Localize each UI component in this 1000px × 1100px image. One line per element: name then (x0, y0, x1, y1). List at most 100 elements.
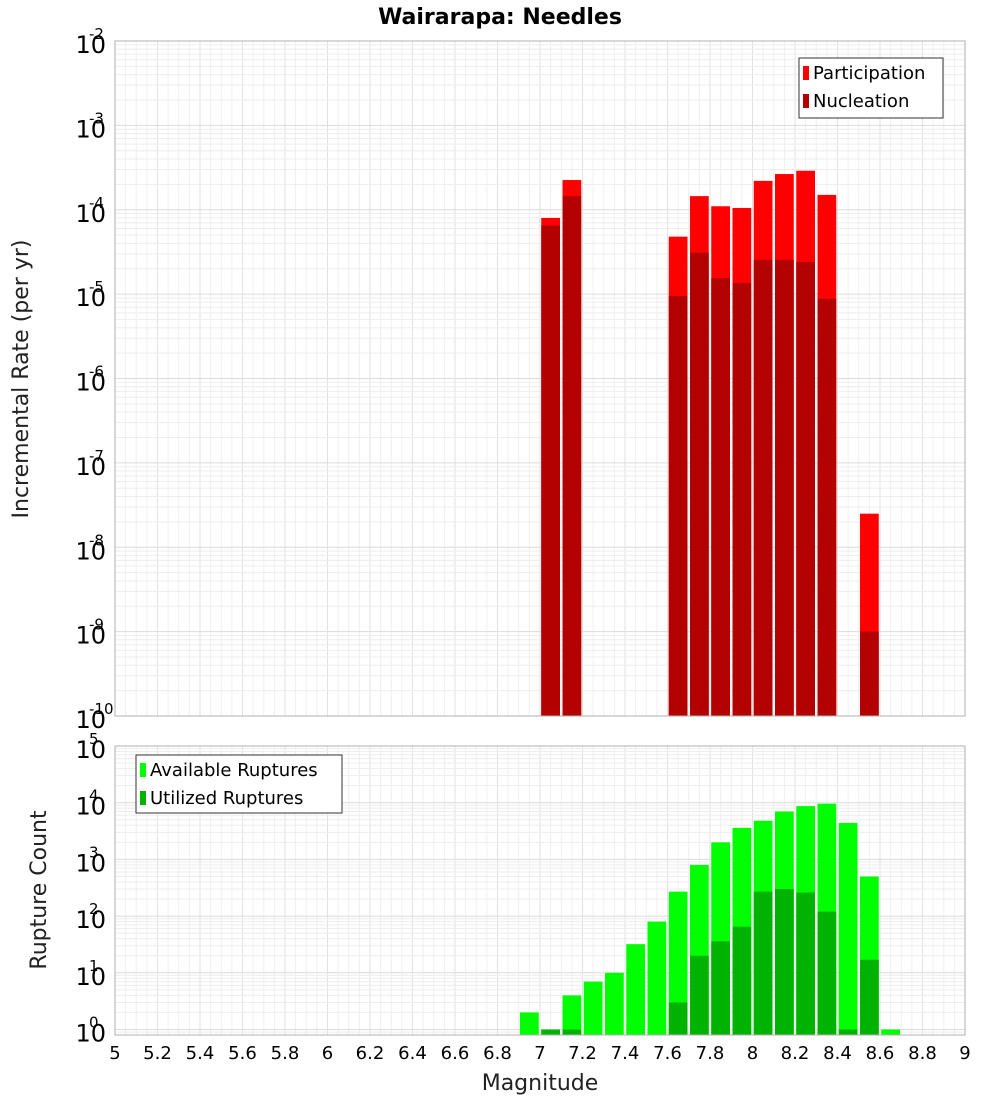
bottom-bar-utilized-ruptures (753, 891, 773, 1035)
x-tick-label: 6.4 (398, 1043, 427, 1064)
bottom-bar-utilized-ruptures (838, 1029, 858, 1035)
bottom-bar-available-ruptures (838, 822, 858, 1035)
bottom-bar-utilized-ruptures (668, 1002, 688, 1035)
top-bar-nucleation (775, 259, 794, 716)
x-tick-label: 5.2 (143, 1043, 172, 1064)
top-bar-nucleation (817, 298, 837, 716)
y-tick-label: 10 (75, 849, 106, 877)
x-tick-label: 8 (747, 1043, 758, 1064)
bottom-bar-utilized-ruptures (541, 1029, 560, 1035)
y-tick-label: 10 (75, 200, 106, 228)
top-bar-nucleation (732, 283, 752, 716)
bottom-bar-utilized-ruptures (796, 892, 815, 1035)
legend-utilized-label: Utilized Ruptures (150, 788, 303, 809)
y-tick-exponent: -10 (89, 700, 114, 718)
legend-nucleation-swatch (803, 94, 809, 108)
y-tick-label: 10 (75, 284, 106, 312)
y-tick-exponent: 2 (89, 900, 99, 918)
bottom-bar-available-ruptures (583, 981, 603, 1035)
legend-utilized-swatch (140, 791, 146, 805)
chart-title: Wairarapa: Needles (378, 5, 622, 30)
top-bar-nucleation (711, 278, 730, 716)
x-tick-label: 5.8 (271, 1043, 300, 1064)
top-bar-nucleation (668, 296, 688, 716)
bottom-legend-box (135, 754, 343, 814)
y-tick-exponent: -8 (89, 531, 104, 549)
bottom-bar-available-ruptures (668, 891, 688, 1035)
y-tick-exponent: 1 (89, 957, 99, 975)
bottom-bar-utilized-ruptures (562, 1029, 582, 1035)
y-tick-exponent: -6 (89, 363, 104, 381)
bottom-bar-utilized-ruptures (775, 889, 794, 1035)
bottom-bar-utilized-ruptures (860, 959, 879, 1035)
x-tick-label: 5.6 (228, 1043, 257, 1064)
x-tick-label: 8.4 (823, 1043, 852, 1064)
y-tick-label: 10 (75, 1020, 106, 1048)
y-tick-exponent: 3 (89, 843, 99, 861)
bottom-bar-available-ruptures (647, 921, 667, 1035)
top-legend: Participation Nucleation (798, 57, 944, 119)
legend-nucleation-label: Nucleation (813, 91, 909, 112)
x-tick-label: 5.4 (186, 1043, 215, 1064)
y-tick-label: 10 (75, 369, 106, 397)
x-tick-label: 6 (322, 1043, 333, 1064)
top-legend-box (798, 57, 944, 119)
top-bars (541, 170, 879, 716)
x-tick-label: 8.8 (908, 1043, 937, 1064)
bottom-bar-available-ruptures (605, 972, 624, 1035)
x-tick-label: 8.6 (866, 1043, 895, 1064)
y-tick-label: 10 (75, 622, 106, 650)
y-tick-exponent: 0 (89, 1014, 99, 1032)
bottom-bar-available-ruptures (562, 995, 582, 1035)
y-tick-exponent: -2 (89, 25, 104, 43)
x-axis-label: Magnitude (482, 1071, 599, 1096)
x-tick-label: 6.8 (483, 1043, 512, 1064)
y-tick-label: 10 (75, 963, 106, 991)
x-tick-labels: 5 5.2 5.4 5.6 5.8 6 6.2 6.4 6.6 6.8 7 7.2 7.4 7.6 7.8 8… (109, 1043, 970, 1064)
top-gridlines (114, 40, 966, 717)
y-tick-label: 10 (75, 706, 106, 734)
y-tick-label: 10 (75, 31, 106, 59)
x-tick-label: 7 (534, 1043, 545, 1064)
y-tick-exponent: -4 (89, 194, 104, 212)
bottom-bar-utilized-ruptures (711, 941, 730, 1035)
x-tick-label: 8.2 (781, 1043, 810, 1064)
bottom-y-axis-label: Rupture Count (27, 810, 52, 970)
bottom-bars (520, 803, 900, 1035)
x-tick-label: 7.4 (611, 1043, 640, 1064)
bottom-bar-utilized-ruptures (817, 911, 837, 1035)
y-tick-exponent: -7 (89, 447, 104, 465)
top-bar-nucleation (753, 259, 773, 716)
x-tick-label: 7.8 (696, 1043, 725, 1064)
legend-available-swatch (140, 763, 146, 777)
x-tick-label: 6.2 (356, 1043, 385, 1064)
y-tick-exponent: 5 (89, 730, 99, 748)
y-tick-exponent: -5 (89, 278, 104, 296)
y-tick-label: 10 (75, 793, 106, 821)
x-tick-label: 7.2 (568, 1043, 597, 1064)
x-tick-label: 5 (109, 1043, 120, 1064)
top-bar-nucleation (562, 196, 582, 716)
top-plot-border (114, 40, 966, 717)
y-tick-label: 10 (75, 115, 106, 143)
bottom-bar-available-ruptures (881, 1029, 900, 1035)
bottom-bar-available-ruptures (626, 944, 645, 1035)
bottom-legend: Available Ruptures Utilized Ruptures (135, 754, 343, 814)
legend-available-label: Available Ruptures (150, 760, 318, 781)
y-tick-exponent: -3 (89, 109, 104, 127)
y-tick-label: 10 (75, 906, 106, 934)
top-bar-nucleation (690, 252, 709, 716)
top-bar-nucleation (541, 225, 560, 716)
y-tick-exponent: -9 (89, 616, 104, 634)
legend-participation-label: Participation (813, 63, 925, 84)
y-tick-exponent: 4 (89, 787, 99, 805)
legend-participation-swatch (803, 66, 809, 80)
bottom-bar-utilized-ruptures (732, 926, 752, 1035)
top-bar-nucleation (860, 631, 879, 716)
top-y-axis-label: Incremental Rate (per yr) (9, 240, 34, 519)
